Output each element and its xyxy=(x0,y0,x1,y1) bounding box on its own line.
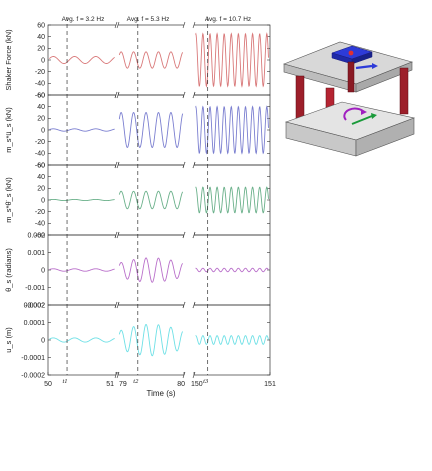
ytick-label: 0 xyxy=(41,57,45,64)
ytick-label: -40 xyxy=(35,151,45,158)
series-line-3-seg-3 xyxy=(195,186,269,214)
xtick-label: 79 xyxy=(119,381,127,388)
marker-label-2: t2 xyxy=(133,378,139,385)
xtick-label: 151 xyxy=(264,381,276,388)
ytick-label: -40 xyxy=(35,81,45,88)
annotation-1: Avg. f = 3.2 Hz xyxy=(62,16,105,23)
xtick-label: 50 xyxy=(44,381,52,388)
ytick-label: 0 xyxy=(41,127,45,134)
xtick-label: 80 xyxy=(177,381,185,388)
ytick-label: 0 xyxy=(41,337,45,344)
series-line-1-seg-3 xyxy=(195,32,269,88)
ytick-label: -0.0001 xyxy=(21,355,45,362)
annotation-2: Avg. f = 5.3 Hz xyxy=(127,16,170,23)
series-line-1-seg-2 xyxy=(118,51,184,69)
series-line-4-seg-3 xyxy=(195,267,269,273)
series-line-1-seg-1 xyxy=(49,56,115,64)
ytick-label: 60 xyxy=(37,22,45,29)
annotation-3: Avg. f = 10.7 Hz xyxy=(205,16,251,23)
series-line-3-seg-1 xyxy=(49,198,115,202)
ytick-label: 20 xyxy=(37,186,45,193)
ytick-label: -0.002 xyxy=(25,302,45,309)
ylabel-1: Shaker Force (kN) xyxy=(4,29,13,91)
xtick-label: 150 xyxy=(191,381,203,388)
ytick-label: 40 xyxy=(37,104,45,111)
ylabel-3: m_s*θ̈_s (kN) xyxy=(4,177,13,223)
series-line-5-seg-2 xyxy=(118,323,184,357)
series-line-5-seg-1 xyxy=(49,337,115,343)
ytick-label: 0 xyxy=(41,267,45,274)
ytick-label: 0.0002 xyxy=(24,302,46,309)
ylabel-2: m_s*ü_s (kN) xyxy=(4,107,13,153)
ytick-label: 40 xyxy=(37,174,45,181)
ytick-label: 40 xyxy=(37,34,45,41)
ytick-label: -20 xyxy=(35,69,45,76)
marker-label-1: t1 xyxy=(63,378,68,385)
shake-table-illustration xyxy=(283,41,416,157)
series-line-5-seg-3 xyxy=(195,335,269,345)
ytick-label: 60 xyxy=(37,92,45,99)
series-line-2-seg-2 xyxy=(118,111,184,149)
xlabel: Time (s) xyxy=(146,389,175,398)
ytick-label: 20 xyxy=(37,116,45,123)
series-line-4-seg-2 xyxy=(118,257,184,283)
ylabel-4: θ_s (radians) xyxy=(4,248,13,292)
ytick-label: 20 xyxy=(37,46,45,53)
ytick-label: 60 xyxy=(37,162,45,169)
ylabel-5: u_s (m) xyxy=(4,327,13,353)
series-line-3-seg-2 xyxy=(118,190,184,210)
marker-label-3: t3 xyxy=(203,378,209,385)
chart-panels: Avg. f = 3.2 Hz Avg. f = 5.3 Hz Avg. f = 1… xyxy=(4,16,276,398)
ytick-label: 0.002 xyxy=(27,232,45,239)
ytick-label: 0.0001 xyxy=(24,320,46,327)
ytick-label: -0.0002 xyxy=(21,372,45,379)
series-line-2-seg-3 xyxy=(195,105,269,155)
ytick-label: -0.001 xyxy=(25,285,45,292)
ytick-label: -60 xyxy=(35,92,45,99)
ytick-label: 0 xyxy=(41,197,45,204)
series-line-2-seg-1 xyxy=(49,128,115,132)
ytick-label: -60 xyxy=(35,162,45,169)
ytick-label: -40 xyxy=(35,221,45,228)
ytick-label: -60 xyxy=(35,232,45,239)
ytick-label: 0.001 xyxy=(27,250,45,257)
ytick-label: -20 xyxy=(35,209,45,216)
series-line-4-seg-1 xyxy=(49,268,115,272)
xtick-label: 51 xyxy=(106,381,114,388)
ytick-label: -20 xyxy=(35,139,45,146)
